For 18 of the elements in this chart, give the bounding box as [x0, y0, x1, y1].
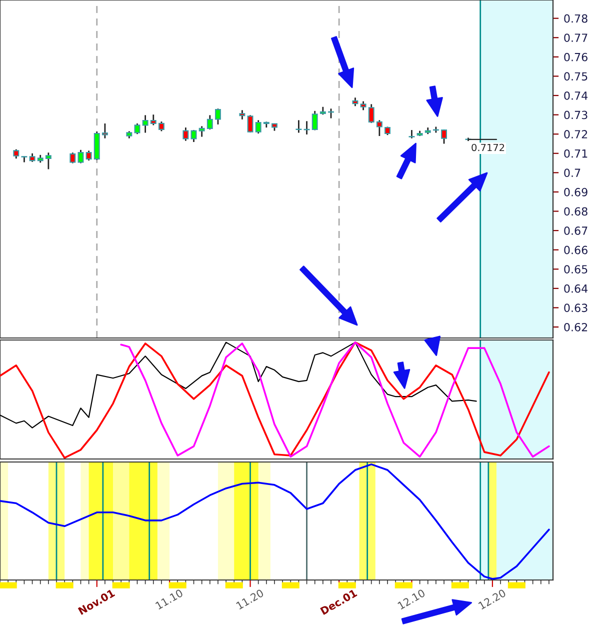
- y-tick-label: 0.66: [564, 246, 588, 254]
- y-tick-label: 0.78: [564, 14, 588, 23]
- y-tick-label: 0.75: [564, 72, 588, 81]
- y-tick-label: 0.68: [564, 207, 588, 216]
- y-tick-label: 0.7: [564, 168, 580, 178]
- y-tick-label: 0.64: [564, 284, 588, 293]
- y-tick-label: 0.74: [564, 91, 588, 100]
- y-tick-label: 0.65: [564, 265, 588, 274]
- y-tick-label: 0.67: [564, 226, 588, 235]
- annotation: 0.7172: [472, 144, 504, 152]
- y-tick-label: 0.72: [564, 130, 588, 138]
- y-tick-label: 0.77: [564, 34, 588, 42]
- y-tick-label: 0.69: [564, 188, 588, 196]
- y-tick-label: 0.71: [564, 149, 588, 158]
- y-tick-label: 0.76: [564, 52, 588, 62]
- y-tick-label: 0.73: [564, 110, 588, 120]
- y-tick-label: 0.62: [564, 322, 588, 332]
- y-tick-label: 0.63: [564, 304, 588, 312]
